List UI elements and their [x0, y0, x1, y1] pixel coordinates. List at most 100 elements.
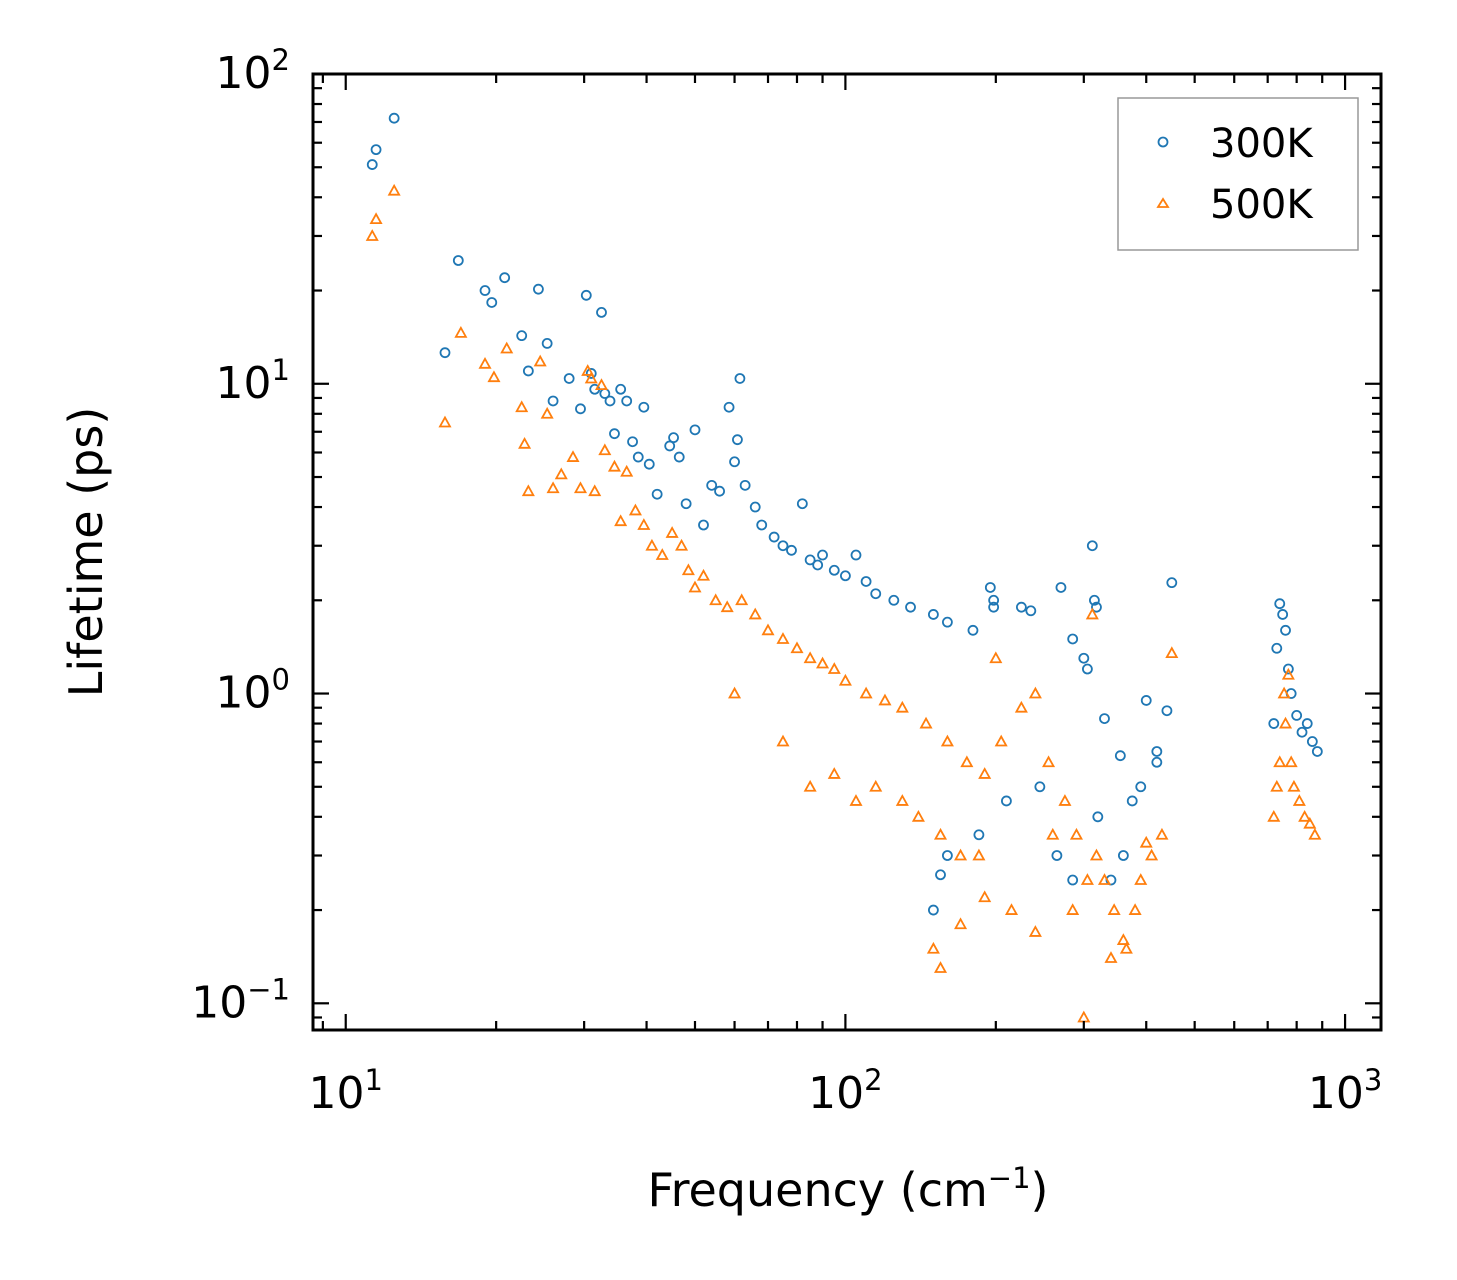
- point-300K-55: [870, 588, 882, 600]
- point-300K-74: [1114, 750, 1126, 762]
- point-300K-45: [777, 540, 789, 552]
- point-500K-25: [628, 503, 642, 516]
- point-500K-13: [546, 481, 560, 494]
- point-500K-67: [1165, 646, 1179, 659]
- point-500K-94: [1277, 686, 1291, 699]
- point-300K-62: [988, 594, 1000, 606]
- point-500K-95: [1281, 667, 1295, 680]
- point-500K-41: [803, 651, 817, 664]
- point-300K-12: [547, 395, 559, 407]
- point-300K-44: [768, 531, 780, 543]
- point-500K-7: [500, 341, 514, 354]
- point-300K-78: [1161, 705, 1173, 717]
- legend-label-500K: 500K: [1210, 182, 1314, 228]
- point-300K-59: [941, 616, 953, 628]
- point-300K-65: [1025, 605, 1037, 617]
- point-500K-77: [1104, 951, 1118, 963]
- point-500K-83: [776, 734, 790, 747]
- point-500K-6: [487, 370, 501, 383]
- point-300K-82: [941, 850, 953, 861]
- point-500K-76: [1077, 1010, 1091, 1023]
- point-500K-60: [1085, 607, 1099, 620]
- point-300K-47: [796, 498, 808, 510]
- x-tick-label-100: 102: [808, 1063, 882, 1119]
- point-300K-53: [850, 549, 862, 561]
- point-500K-55: [1028, 686, 1042, 699]
- point-300K-102: [1268, 718, 1280, 729]
- point-500K-86: [849, 794, 863, 806]
- y-tick-label-100: 102: [216, 43, 290, 99]
- point-300K-91: [1135, 781, 1147, 793]
- point-300K-15: [580, 289, 592, 301]
- point-300K-48: [804, 554, 816, 566]
- point-500K-82: [728, 686, 742, 699]
- point-300K-99: [1301, 718, 1313, 729]
- point-300K-69: [1081, 663, 1093, 675]
- point-500K-79: [1128, 903, 1142, 915]
- point-500K-18: [584, 371, 598, 384]
- point-300K-26: [638, 401, 650, 413]
- point-500K-38: [761, 623, 775, 636]
- point-500K-29: [665, 526, 679, 538]
- point-300K-52: [840, 570, 851, 582]
- point-500K-62: [1097, 873, 1112, 885]
- point-300K-63: [988, 601, 1000, 613]
- point-300K-18: [596, 306, 607, 318]
- plot-frame: [311, 72, 1383, 1032]
- point-300K-43: [756, 519, 768, 531]
- point-500K-54: [1014, 700, 1028, 713]
- point-500K-3: [438, 415, 452, 428]
- point-300K-16: [585, 368, 597, 379]
- point-300K-60: [967, 624, 979, 636]
- point-300K-11: [541, 337, 553, 349]
- point-500K-1: [369, 212, 383, 225]
- point-500K-98: [1292, 794, 1306, 806]
- point-300K-75: [1126, 795, 1138, 807]
- point-300K-32: [680, 498, 692, 510]
- point-500K-27: [645, 538, 659, 551]
- point-500K-87: [869, 779, 883, 792]
- point-300K-94: [1277, 609, 1289, 620]
- point-300K-76: [1140, 695, 1152, 706]
- point-300K-6: [486, 297, 498, 308]
- point-500K-2: [387, 183, 401, 196]
- x-axis-title-tail: ): [1031, 1163, 1049, 1217]
- point-300K-8: [516, 330, 528, 342]
- point-500K-22: [607, 459, 621, 472]
- point-500K-15: [566, 450, 580, 462]
- point-300K-64: [1015, 601, 1027, 613]
- point-500K-96: [1284, 755, 1298, 768]
- point-500K-53: [994, 734, 1008, 747]
- point-300K-88: [1092, 811, 1104, 823]
- point-500K-65: [1134, 873, 1148, 885]
- point-500K-69: [933, 961, 948, 973]
- axis-ticks: [313, 72, 1381, 1030]
- legend-label-300K: 300K: [1210, 121, 1314, 167]
- series-300K-points: [366, 112, 1323, 916]
- point-500K-11: [533, 354, 547, 367]
- point-500K-16: [573, 481, 588, 494]
- point-500K-78: [1116, 933, 1130, 945]
- point-300K-54: [860, 576, 872, 587]
- point-300K-28: [651, 488, 663, 500]
- point-300K-50: [817, 549, 828, 561]
- point-500K-36: [735, 593, 749, 606]
- point-300K-34: [698, 519, 709, 531]
- point-500K-56: [1042, 755, 1056, 768]
- point-300K-1: [370, 144, 382, 156]
- point-300K-51: [828, 564, 840, 576]
- x-axis-title-main: Frequency (cm: [647, 1163, 987, 1217]
- point-500K-42: [816, 656, 830, 669]
- point-500K-31: [681, 563, 695, 576]
- point-300K-25: [632, 451, 644, 463]
- x-axis-title: Frequency (cm−1): [647, 1161, 1048, 1217]
- point-500K-4: [454, 326, 468, 338]
- y-tick-label-1: 100: [216, 663, 290, 719]
- point-500K-30: [675, 538, 689, 551]
- point-500K-73: [1028, 925, 1042, 937]
- point-500K-59: [1080, 873, 1094, 885]
- point-500K-34: [709, 593, 723, 606]
- point-300K-80: [927, 904, 939, 916]
- point-500K-20: [594, 378, 609, 391]
- point-300K-83: [973, 829, 985, 841]
